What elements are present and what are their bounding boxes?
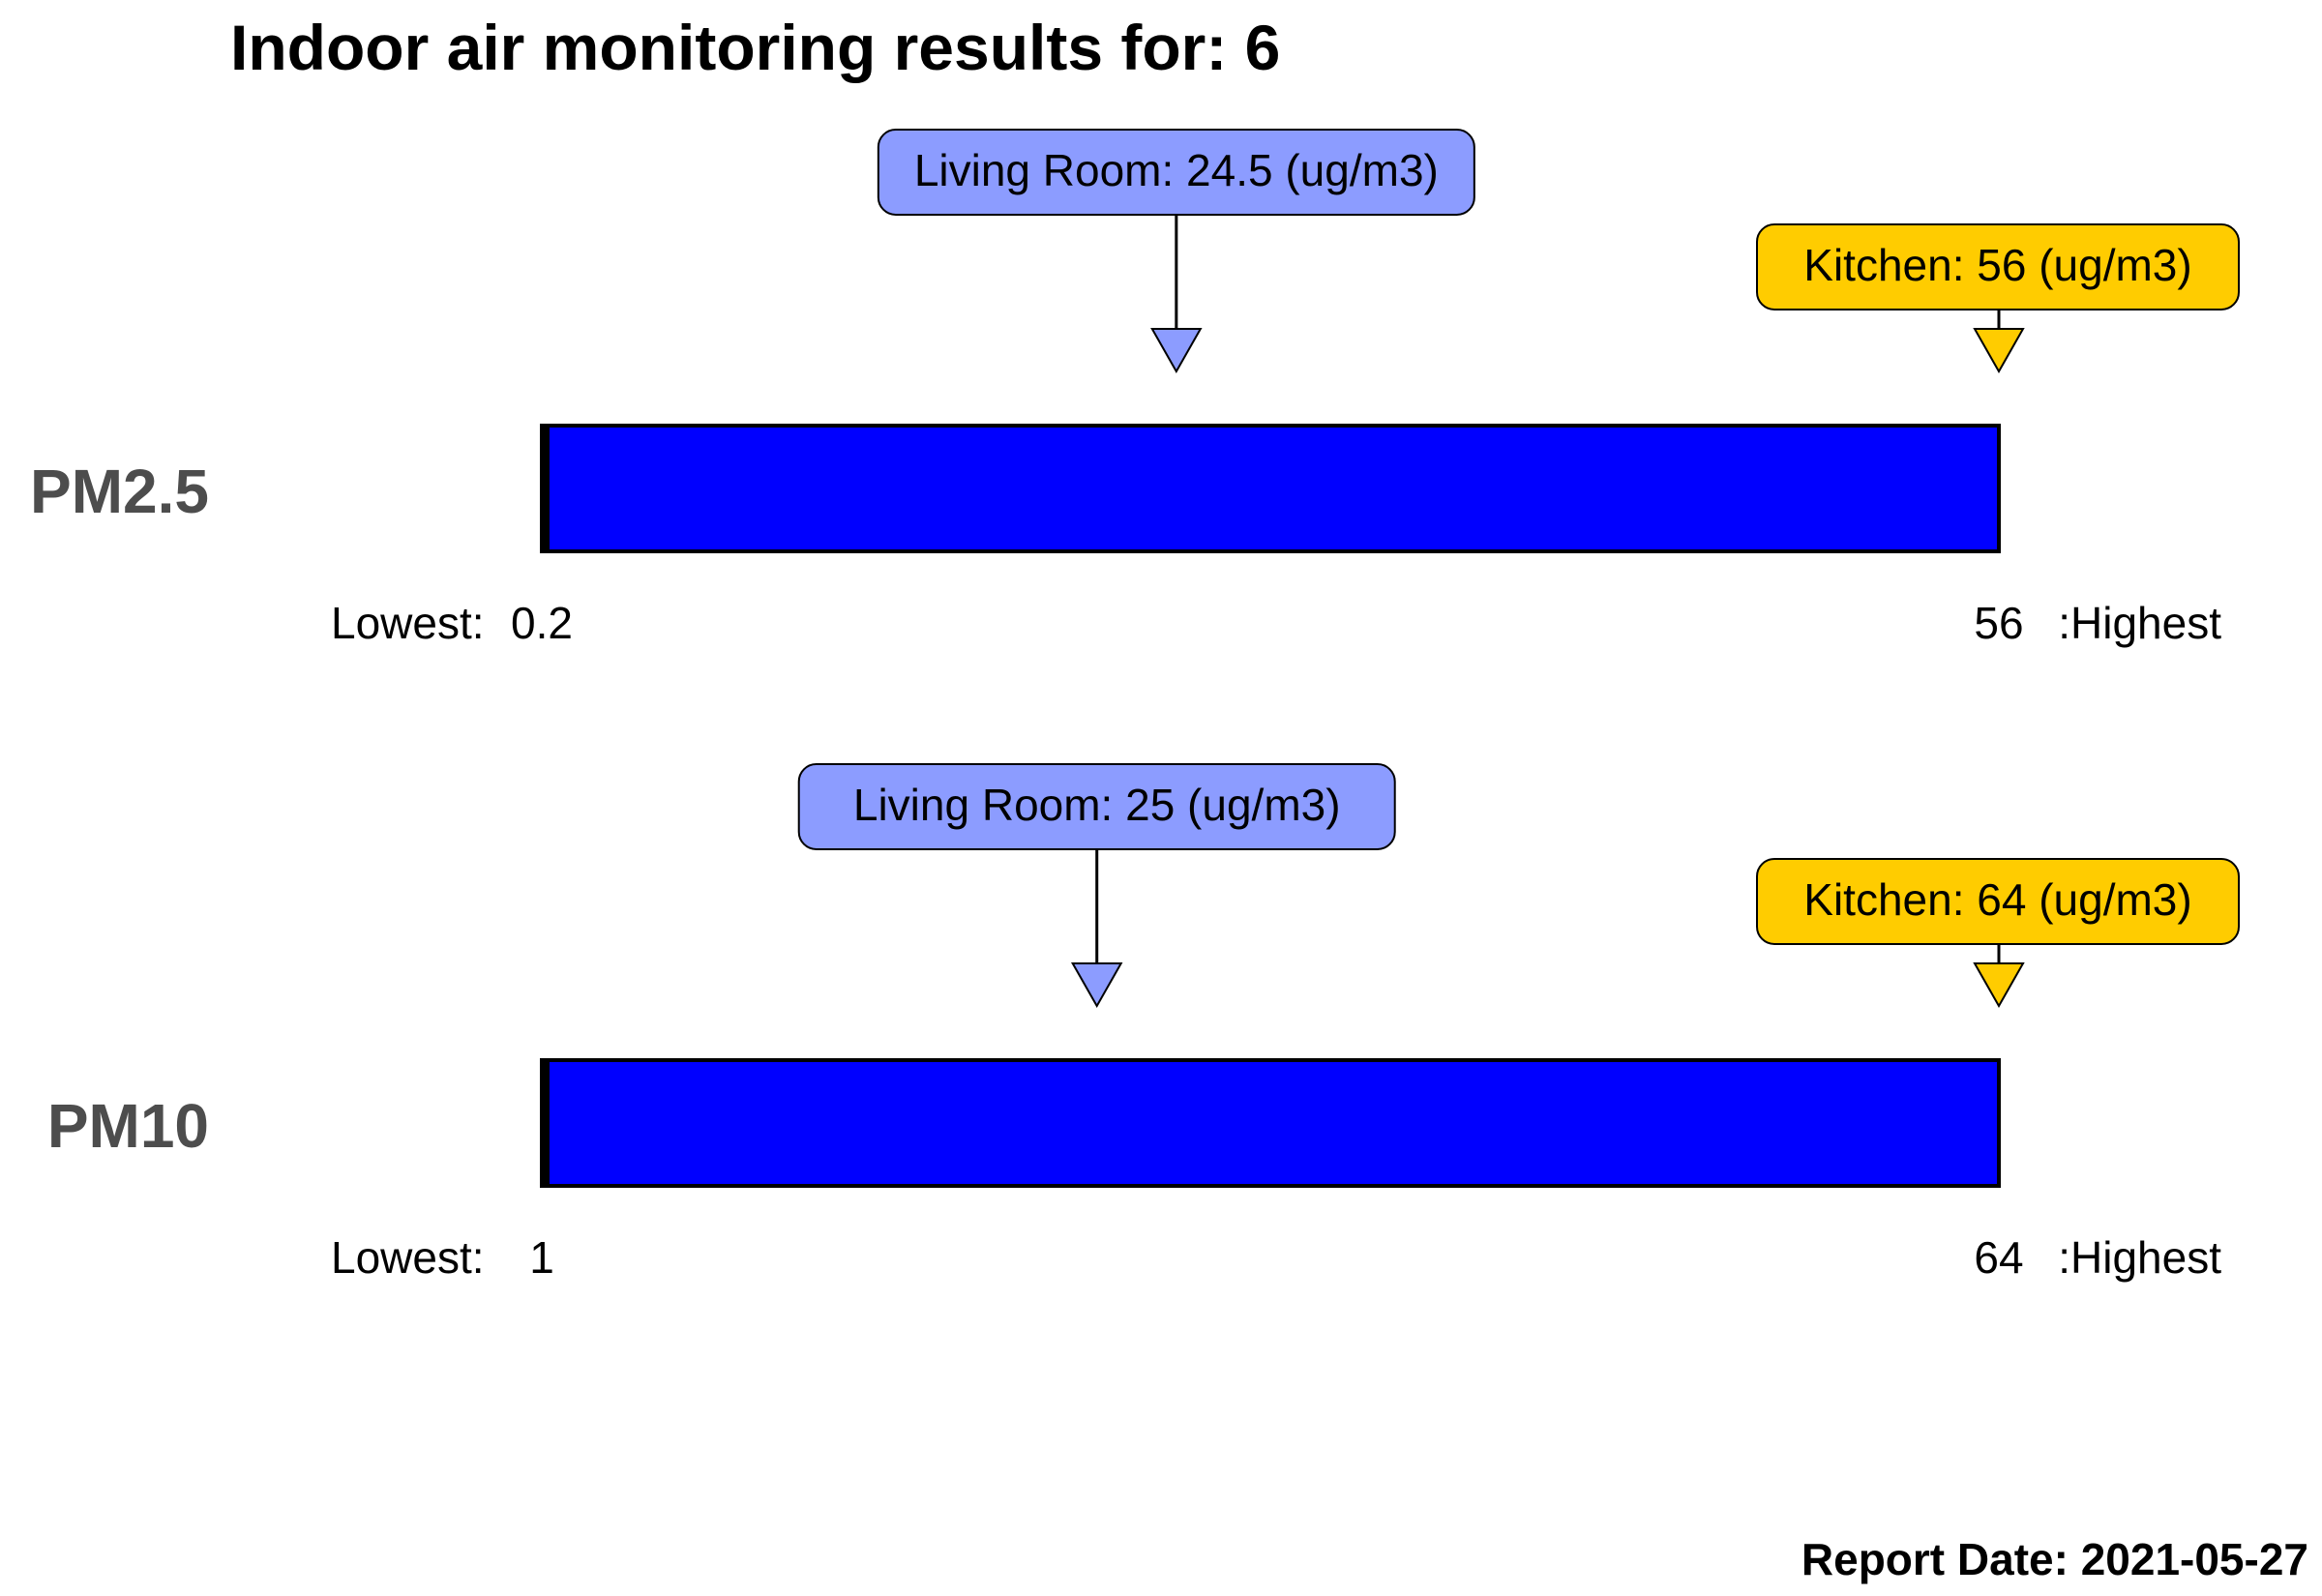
marker-kitchen: Kitchen: 64 (ug/m3) [1756, 858, 2240, 1009]
marker-living-room-callout-box [797, 763, 1396, 850]
marker-kitchen-callout-box [1756, 858, 2240, 945]
highest-label: :Highest [2058, 598, 2221, 648]
marker-living-room-callout-label: Living Room: 25 (ug/m3) [853, 780, 1341, 830]
marker-kitchen: Kitchen: 56 (ug/m3) [1756, 223, 2240, 374]
range-bar-start-edge [542, 1060, 550, 1186]
marker-kitchen-triangle [1973, 962, 2025, 1009]
lowest-value: 0.2 [511, 598, 573, 648]
marker-kitchen-triangle [1973, 328, 2025, 374]
lowest-label: Lowest: [331, 598, 485, 648]
highest-value: 64 [1974, 1232, 2023, 1283]
report-date: Report Date: 2021-05-27 [1801, 1534, 2308, 1584]
chart-title: Indoor air monitoring results for: 6 [230, 12, 1280, 83]
marker-living-room-triangle [1070, 962, 1123, 1009]
marker-kitchen-callout-box [1756, 223, 2240, 310]
pollutant-label: PM10 [47, 1091, 209, 1161]
marker-living-room: Living Room: 25 (ug/m3) [797, 763, 1396, 1009]
highest-value: 56 [1974, 598, 2023, 648]
highest-label: :Highest [2058, 1232, 2221, 1283]
range-bar [540, 1058, 2001, 1188]
range-bar-start-edge [542, 426, 550, 551]
marker-kitchen-callout-label: Kitchen: 64 (ug/m3) [1803, 874, 2191, 925]
pollutant-panels: PM2.5 Living Room: 24.5 (ug/m3) Kitchen: 5… [30, 129, 2240, 1283]
range-bar [540, 424, 2001, 553]
marker-living-room-callout-box [877, 129, 1475, 216]
pollutant-panel-pm10: PM10 Living Room: 25 (ug/m3) Kitchen: 64 (… [47, 763, 2240, 1283]
lowest-value: 1 [529, 1232, 554, 1283]
marker-kitchen-callout-label: Kitchen: 56 (ug/m3) [1803, 240, 2191, 290]
pollutant-label: PM2.5 [30, 457, 209, 526]
lowest-label: Lowest: [331, 1232, 485, 1283]
marker-living-room-triangle [1150, 328, 1203, 374]
pollutant-panel-pm25: PM2.5 Living Room: 24.5 (ug/m3) Kitchen: 5… [30, 129, 2240, 648]
marker-living-room-callout-label: Living Room: 24.5 (ug/m3) [914, 145, 1439, 195]
marker-living-room: Living Room: 24.5 (ug/m3) [877, 129, 1475, 374]
